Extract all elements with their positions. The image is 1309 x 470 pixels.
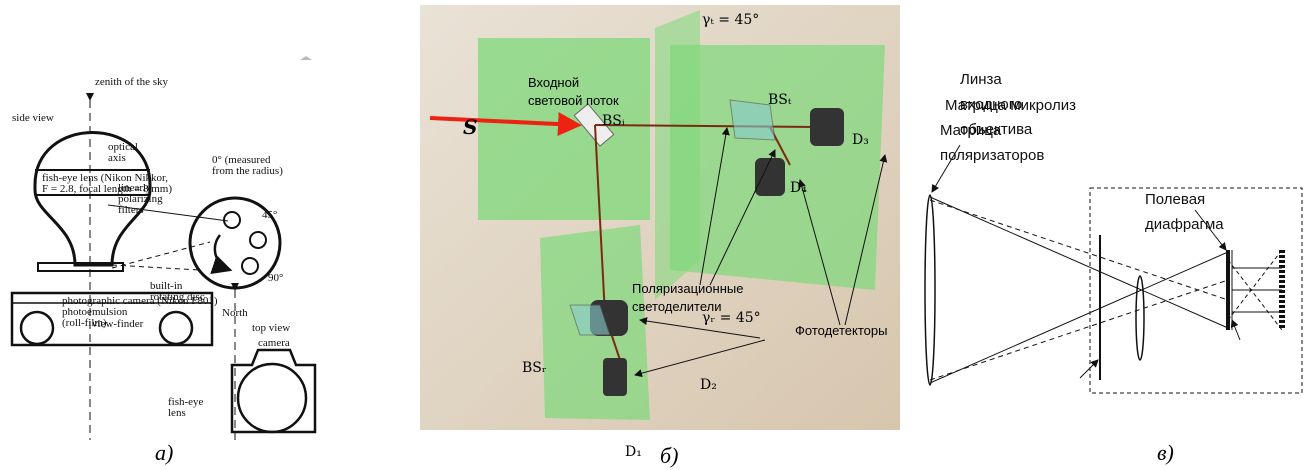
- label-line: Фотодетекторы: [795, 323, 887, 338]
- panel-a-drawing: [12, 56, 315, 440]
- label-line: BSₜ: [768, 92, 792, 108]
- label-line: Линза: [960, 71, 1002, 88]
- label-line: D₂: [700, 377, 717, 393]
- label: BSᵢ: [602, 113, 625, 129]
- label: North: [222, 307, 248, 319]
- label-line: side view: [12, 112, 54, 124]
- caption: б): [660, 443, 678, 468]
- label-line: from the radius): [212, 165, 283, 177]
- label-line: 45°: [262, 209, 277, 221]
- label: Полевая диафрагма: [1145, 191, 1224, 233]
- label-line: D₁: [625, 444, 642, 460]
- label-line: North: [222, 307, 248, 319]
- label: 45°: [262, 209, 277, 221]
- label: D₄: [790, 180, 807, 196]
- label: S: [463, 115, 477, 139]
- label-line: Матрица микролиз: [945, 97, 1076, 114]
- label-line: view-finder: [92, 318, 144, 330]
- label-line: D₃: [852, 132, 869, 148]
- caption: а): [155, 440, 173, 465]
- label-line: S: [463, 115, 477, 139]
- label-line: светоделители: [632, 299, 722, 314]
- label-line: Входной: [528, 75, 579, 90]
- label: D₂: [700, 377, 717, 393]
- label: BSₜ: [768, 92, 792, 108]
- label: BSᵣ: [522, 360, 547, 376]
- label-line: Поляризационные: [632, 281, 743, 296]
- label-line: D₄: [790, 180, 807, 196]
- label-line: BSᵢ: [602, 113, 625, 129]
- label: Матрица микролиз: [945, 97, 1076, 114]
- label: view-finder: [92, 318, 144, 330]
- label-line: top view: [252, 322, 290, 334]
- label-line: BSᵣ: [522, 360, 547, 376]
- label-line: 90°: [268, 272, 283, 284]
- label-line: lens: [168, 407, 186, 419]
- caption: в): [1157, 440, 1174, 465]
- label-line: axis: [108, 152, 126, 164]
- label: D₁: [625, 444, 642, 460]
- label-line: Полевая: [1145, 191, 1205, 208]
- label: Фотодетекторы: [795, 323, 887, 338]
- label: γₜ = 45°: [702, 12, 759, 28]
- label-line: γₜ = 45°: [702, 12, 759, 28]
- panel-c-drawing: [925, 145, 1302, 393]
- label-line: zenith of the sky: [95, 76, 169, 88]
- label: 90°: [268, 272, 283, 284]
- label: top view: [252, 322, 290, 334]
- panel-b-drawing: [420, 5, 900, 430]
- label-line: filters: [118, 204, 144, 216]
- figure: zenith of the sky side view opticalaxis fis…: [0, 0, 1309, 470]
- label: camera: [258, 337, 290, 349]
- label: zenith of the sky: [95, 76, 169, 88]
- label-line: световой поток: [528, 93, 619, 108]
- label: D₃: [852, 132, 869, 148]
- label: fish-eye lens (Nikon Nikkor,F = 2.8, foc…: [42, 172, 172, 195]
- label-line: Матрица: [940, 122, 1002, 139]
- label: side view: [12, 112, 54, 124]
- label-line: поляризаторов: [940, 147, 1044, 164]
- label-line: диафрагма: [1145, 216, 1224, 233]
- label-line: camera: [258, 337, 290, 349]
